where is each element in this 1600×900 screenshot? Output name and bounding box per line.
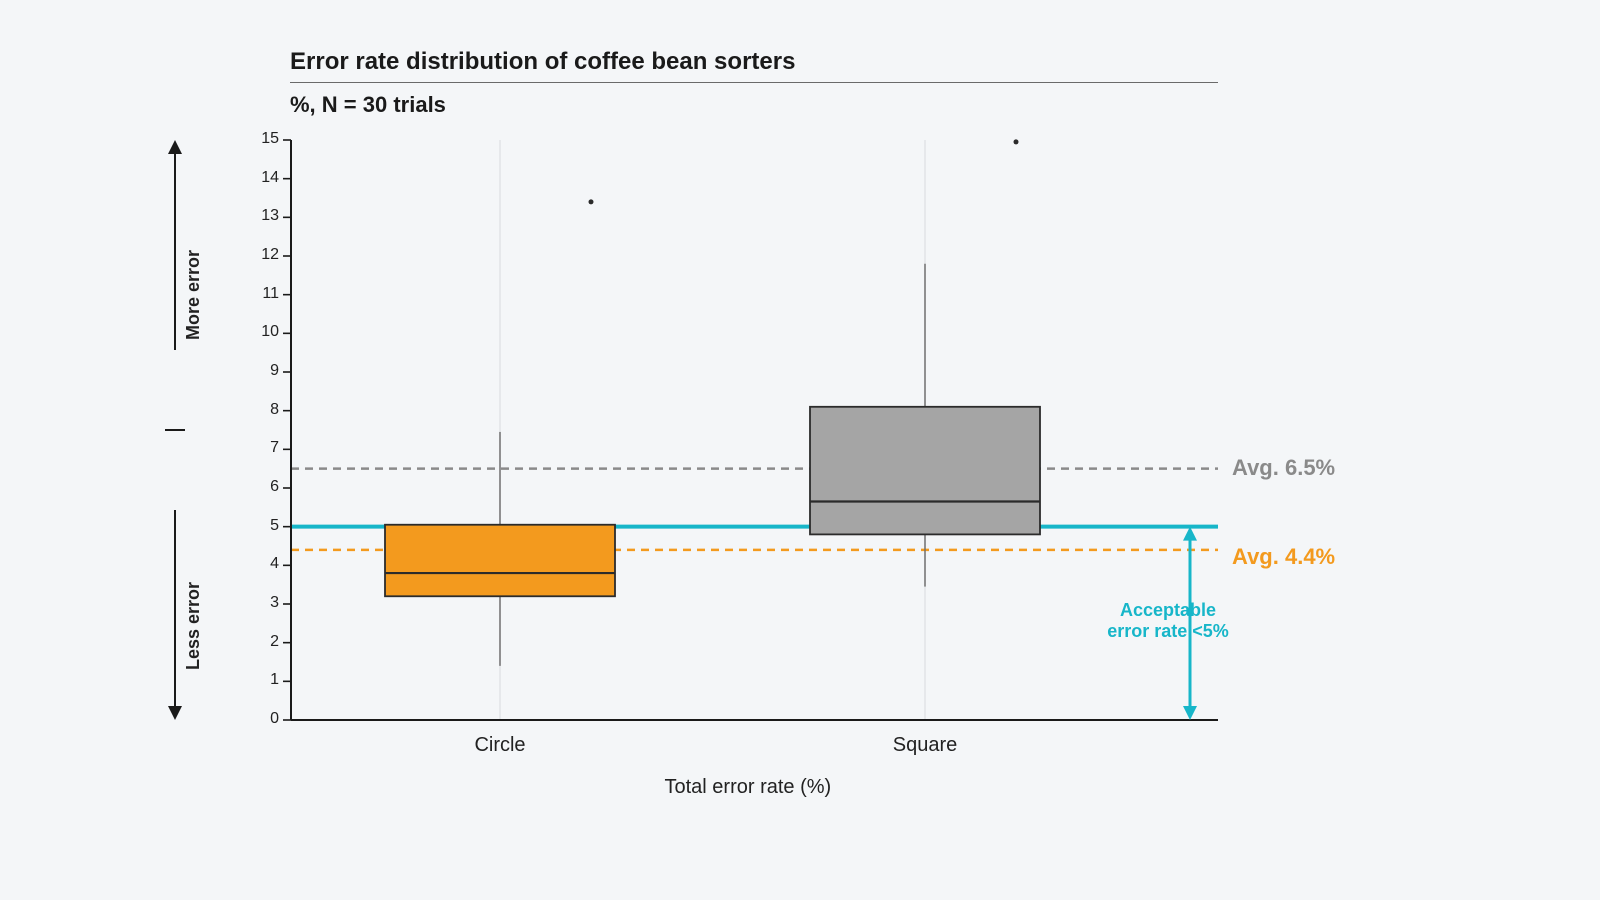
y-tick-label: 14 <box>239 169 279 187</box>
y-side-label-more-error: More error <box>183 250 204 340</box>
y-tick-label: 1 <box>239 671 279 689</box>
y-tick-label: 15 <box>239 130 279 148</box>
y-tick-label: 13 <box>239 207 279 225</box>
y-tick-label: 11 <box>239 285 279 303</box>
y-tick-label: 9 <box>239 362 279 380</box>
y-tick-label: 8 <box>239 401 279 419</box>
x-category-label: Circle <box>440 734 560 757</box>
y-tick-label: 12 <box>239 246 279 264</box>
y-tick-label: 0 <box>239 710 279 728</box>
x-axis-label: Total error rate (%) <box>665 776 832 799</box>
annotation-threshold: Acceptable error rate <5% <box>1088 600 1248 641</box>
chart-container: Error rate distribution of coffee bean s… <box>0 0 1600 900</box>
y-side-label-less-error: Less error <box>183 582 204 670</box>
y-tick-label: 4 <box>239 555 279 573</box>
annotation-avg-circle: Avg. 4.4% <box>1232 544 1335 570</box>
annotation-avg-square: Avg. 6.5% <box>1232 455 1335 481</box>
y-tick-label: 3 <box>239 594 279 612</box>
y-tick-label: 6 <box>239 478 279 496</box>
y-tick-label: 7 <box>239 439 279 457</box>
annotation-threshold-line1: Acceptable <box>1120 600 1216 620</box>
x-category-label: Square <box>865 734 985 757</box>
y-tick-label: 5 <box>239 517 279 535</box>
annotation-threshold-line2: error rate <5% <box>1107 621 1229 641</box>
y-tick-label: 2 <box>239 633 279 651</box>
y-tick-label: 10 <box>239 323 279 341</box>
